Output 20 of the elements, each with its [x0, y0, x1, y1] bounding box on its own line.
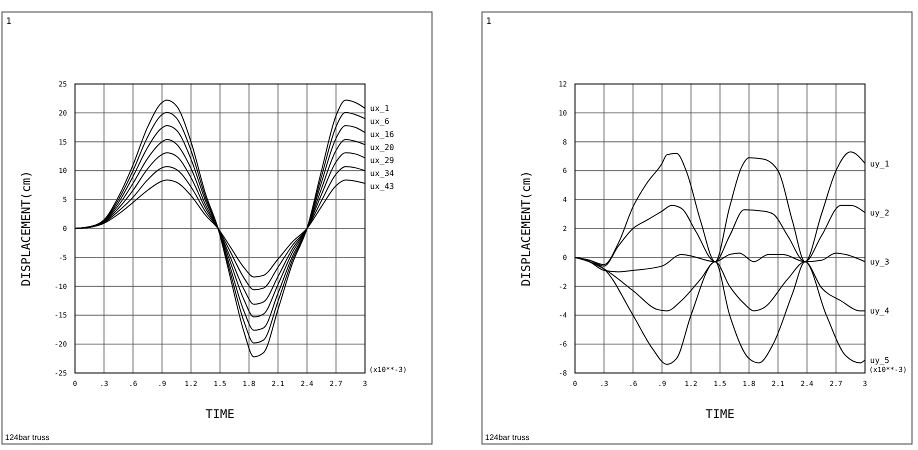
- text: 124bar truss: [5, 433, 50, 442]
- series-label: ux_20: [370, 143, 394, 152]
- text: 1: [6, 17, 12, 27]
- series-label: ux_16: [370, 130, 394, 140]
- series-label: uy_1: [870, 159, 890, 168]
- y-axis-title: DISPLACEMENT(cm): [19, 170, 33, 286]
- series-label: ux_29: [370, 156, 394, 166]
- series-label: uy_5: [870, 356, 890, 365]
- x-axis-title: TIME: [706, 407, 734, 421]
- series-label: uy_3: [870, 258, 890, 267]
- series-label: ux_1: [370, 104, 390, 114]
- text: 124bar truss: [485, 433, 530, 442]
- series-label: ux_6: [370, 117, 390, 126]
- series-label: ux_34: [370, 169, 394, 178]
- text: 1: [486, 17, 492, 27]
- series-label: uy_4: [870, 306, 890, 316]
- series-label: uy_2: [870, 208, 890, 218]
- y-axis-title: DISPLACEMENT(cm): [519, 170, 533, 286]
- series-label: ux_43: [370, 182, 394, 192]
- x-axis-title: TIME: [206, 407, 234, 421]
